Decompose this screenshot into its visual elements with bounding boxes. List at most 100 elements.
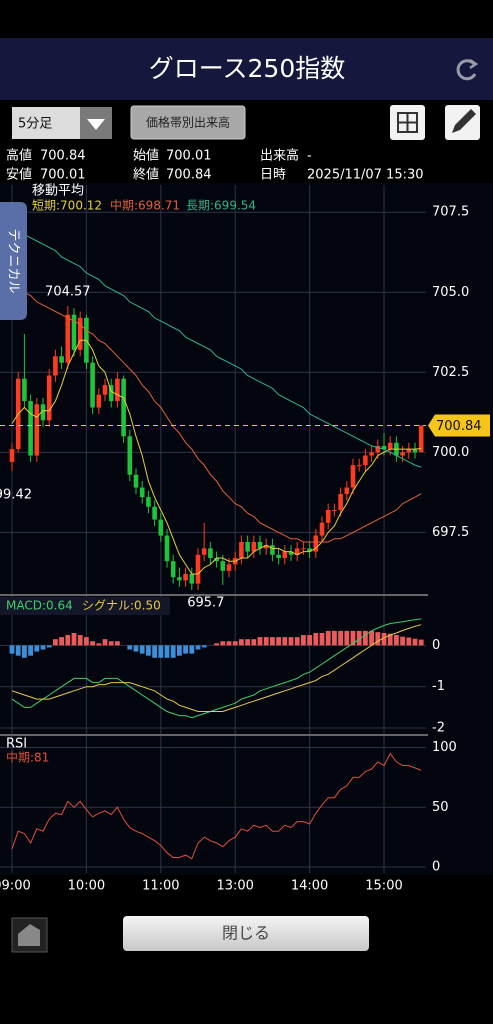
histogram-bar <box>164 645 170 658</box>
back-icon[interactable] <box>11 917 48 953</box>
candle-body <box>127 436 133 475</box>
candle-body <box>146 497 151 507</box>
header-title: グロース250指数 <box>149 54 345 83</box>
y-tick-label: 707.5 <box>432 205 469 220</box>
candle-body <box>356 465 362 467</box>
candle-body <box>201 548 207 555</box>
histogram-bar <box>418 639 424 646</box>
histogram-bar <box>102 639 108 646</box>
candle-body <box>220 561 226 571</box>
info-label: 日時 <box>260 168 286 183</box>
histogram-bar <box>214 643 219 646</box>
candle-body <box>400 452 405 456</box>
layout-button[interactable] <box>390 105 425 140</box>
candle-body <box>375 445 381 453</box>
histogram-bar <box>350 630 356 646</box>
chart-area <box>0 183 493 875</box>
candle-body <box>108 385 114 402</box>
legend-entry: MACD:0.64 <box>6 599 73 613</box>
candle-body <box>344 487 350 494</box>
histogram-bar <box>195 645 201 650</box>
candle-body <box>245 541 250 552</box>
candle-body <box>115 378 120 402</box>
x-tick-label: 09:00 <box>0 879 31 894</box>
histogram-bar <box>245 639 250 646</box>
candle-body <box>65 314 71 363</box>
candle-body <box>288 551 294 555</box>
y-tick-label: 0 <box>432 638 440 653</box>
histogram-bar <box>387 633 393 646</box>
button-label: 価格帯別出来高 <box>146 115 230 130</box>
histogram-bar <box>146 645 151 656</box>
histogram-bar <box>84 637 89 646</box>
histogram-bar <box>406 637 412 646</box>
histogram-bar <box>276 637 281 646</box>
candle-body <box>53 356 58 376</box>
histogram-bar <box>344 630 350 646</box>
info-label: 終値 <box>133 167 159 183</box>
header-bar <box>0 38 493 100</box>
histogram-bar <box>9 645 15 654</box>
low-label: 695.7 <box>187 596 224 611</box>
histogram-bar <box>263 637 269 646</box>
histogram-bar <box>201 645 207 648</box>
candle-body <box>338 493 343 510</box>
series-line <box>11 224 422 468</box>
button-label: 閉じる <box>222 924 270 943</box>
info-value: - <box>307 149 312 164</box>
x-tick-label: 14:00 <box>291 879 328 894</box>
histogram-bar <box>400 636 405 646</box>
legend-entry: 中期:698.71 <box>110 198 180 213</box>
histogram-bar <box>90 641 95 646</box>
candle-body <box>139 487 145 498</box>
histogram-bar <box>170 645 176 658</box>
interval-dropdown[interactable]: 5分足 <box>12 107 112 139</box>
histogram-bar <box>313 632 319 646</box>
x-tick-label: 11:00 <box>142 879 179 894</box>
candle-body <box>164 535 170 562</box>
histogram-bar <box>369 630 374 646</box>
volume-profile-button[interactable]: 価格帯別出来高 <box>130 105 246 140</box>
legend-entry: 短期:700.12 <box>32 199 102 213</box>
close-button[interactable]: 閉じる <box>123 916 369 951</box>
y-tick-label: -1 <box>432 679 445 694</box>
histogram-bar <box>139 645 145 654</box>
candle-body <box>313 535 319 552</box>
candle-body <box>177 577 182 581</box>
candle-body <box>195 554 201 584</box>
refresh-icon[interactable] <box>456 58 479 81</box>
y-tick-label: -2 <box>432 721 445 736</box>
tab-box <box>0 202 27 320</box>
technical-tab[interactable]: テクニカル <box>0 202 27 320</box>
candle-body <box>77 317 83 350</box>
histogram-bar <box>96 643 102 646</box>
draw-button[interactable] <box>445 105 480 140</box>
histogram-bar <box>232 641 238 646</box>
last-price-label: 700.84 <box>436 419 482 434</box>
candle-body <box>40 404 46 421</box>
histogram-bar <box>319 632 325 646</box>
histogram-bar <box>127 645 133 650</box>
candle-body <box>121 378 126 437</box>
histogram-bar <box>338 630 343 646</box>
histogram-bar <box>288 637 294 646</box>
candle-body <box>325 509 331 523</box>
info-value: 700.84 <box>40 149 86 164</box>
candle-body <box>257 541 263 549</box>
histogram-bar <box>332 630 337 646</box>
candle-body <box>34 404 40 456</box>
status-bar <box>0 0 493 38</box>
info-value: 700.84 <box>166 168 212 183</box>
candle-body <box>226 564 232 571</box>
histogram-bar <box>307 635 312 646</box>
candle-body <box>412 449 418 453</box>
histogram-bar <box>28 645 33 656</box>
candle-body <box>28 401 33 456</box>
candle-body <box>387 442 393 450</box>
info-panel: 高値 700.84 始値 700.01 出来高 - 安値 700.01 終値 7… <box>6 148 424 183</box>
histogram-bar <box>301 635 306 646</box>
candle-body <box>9 449 15 462</box>
histogram-bar <box>177 645 182 656</box>
histogram-bar <box>375 632 381 646</box>
